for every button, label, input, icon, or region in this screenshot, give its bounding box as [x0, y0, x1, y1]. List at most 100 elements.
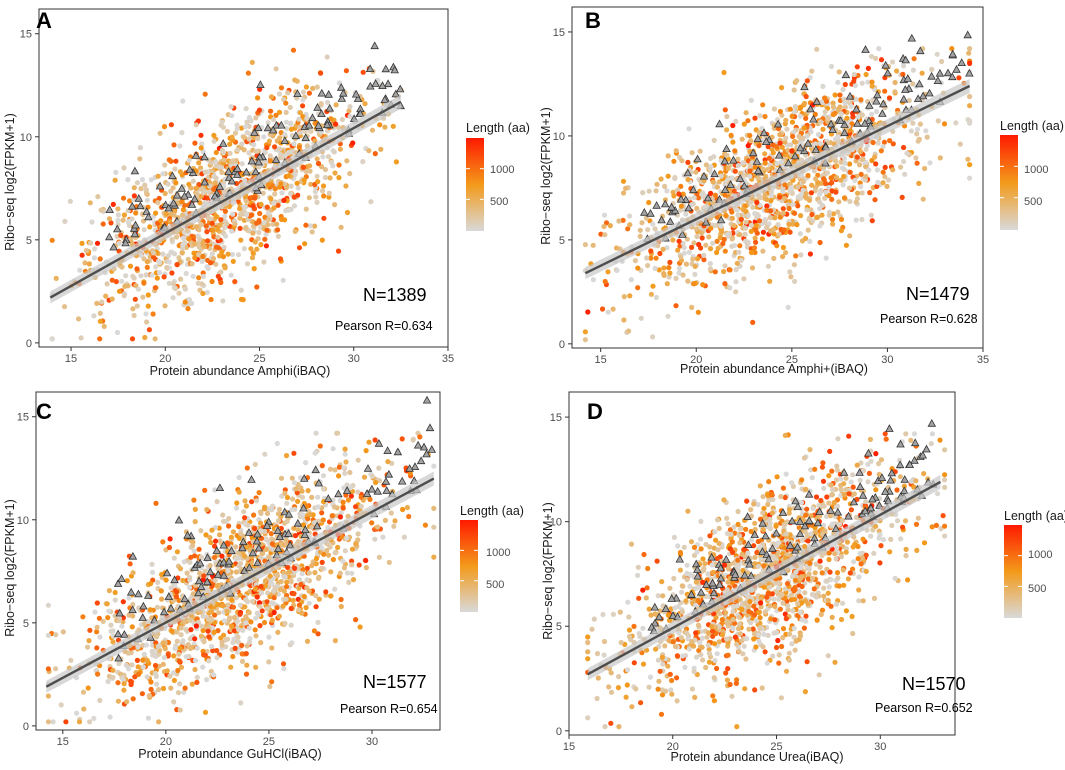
scatter-point [788, 274, 793, 279]
scatter-point [171, 699, 176, 704]
scatter-point [288, 121, 293, 126]
scatter-point [798, 213, 803, 218]
scatter-point [192, 636, 197, 641]
scatter-point [253, 633, 258, 638]
scatter-point [130, 336, 135, 341]
scatter-point [719, 229, 724, 234]
scatter-point [266, 211, 271, 216]
scatter-point [784, 669, 789, 674]
scatter-point [378, 147, 383, 152]
scatter-point [224, 609, 229, 614]
scatter-point [164, 265, 169, 270]
scatter-point [63, 719, 68, 724]
scatter-point [115, 680, 120, 685]
scatter-point [829, 197, 834, 202]
scatter-point [782, 196, 787, 201]
scatter-point [423, 523, 428, 528]
y-tick-label: 10 [17, 515, 29, 527]
scatter-point [183, 287, 188, 292]
scatter-point [672, 176, 677, 181]
scatter-point [136, 287, 141, 292]
scatter-point [605, 269, 610, 274]
scatter-point [859, 217, 864, 222]
scatter-point [794, 78, 799, 83]
scatter-point [264, 243, 269, 248]
scatter-point [201, 573, 206, 578]
scatter-point [270, 541, 275, 546]
scatter-point [151, 250, 156, 255]
scatter-point [318, 443, 323, 448]
scatter-point [693, 264, 698, 269]
scatter-point [320, 463, 325, 468]
scatter-point [750, 265, 755, 270]
scatter-point [276, 234, 281, 239]
scatter-point [792, 262, 797, 267]
scatter-point [253, 665, 258, 670]
scatter-point [400, 436, 405, 441]
scatter-point [313, 194, 318, 199]
scatter-point [202, 244, 207, 249]
scatter-point [171, 185, 176, 190]
scatter-point [281, 198, 286, 203]
scatter-point [869, 54, 874, 59]
scatter-point [336, 249, 341, 254]
scatter-point [863, 174, 868, 179]
scatter-point [900, 72, 905, 77]
scatter-point [256, 612, 261, 617]
scatter-point [239, 288, 244, 293]
scatter-point [239, 643, 244, 648]
scatter-point [692, 195, 697, 200]
scatter-point [291, 141, 296, 146]
scatter-point [217, 532, 222, 537]
scatter-point [198, 133, 203, 138]
scatter-point [110, 675, 115, 680]
scatter-point [621, 190, 626, 195]
scatter-point [358, 624, 363, 629]
scatter-point [708, 261, 713, 266]
scatter-point [653, 266, 658, 271]
scatter-point [326, 154, 331, 159]
scatter-point [261, 259, 266, 264]
scatter-point [700, 235, 705, 240]
scatter-point [296, 607, 301, 612]
scatter-point [135, 644, 140, 649]
scatter-point [162, 274, 167, 279]
scatter-point [722, 192, 727, 197]
scatter-point [169, 270, 174, 275]
scatter-point [798, 231, 803, 236]
scatter-point [183, 627, 188, 632]
scatter-point [147, 693, 152, 698]
scatter-point [830, 217, 835, 222]
scatter-point [847, 233, 852, 238]
scatter-point [391, 524, 396, 529]
scatter-point [231, 259, 236, 264]
scatter-point [334, 431, 339, 436]
scatter-point [233, 646, 238, 651]
scatter-point [286, 208, 291, 213]
scatter-point [269, 94, 274, 99]
scatter-point [768, 208, 773, 213]
scatter-point [789, 185, 794, 190]
scatter-point [768, 228, 773, 233]
scatter-point [187, 617, 192, 622]
scatter-point [191, 251, 196, 256]
scatter-point [95, 672, 100, 677]
scatter-point [692, 272, 697, 277]
scatter-point [727, 285, 732, 290]
scatter-point [167, 259, 172, 264]
scatter-point [788, 230, 793, 235]
scatter-point [671, 159, 676, 164]
scatter-point [654, 188, 659, 193]
scatter-point [196, 275, 201, 280]
scatter-point [813, 176, 818, 181]
scatter-point [117, 618, 122, 623]
scatter-point [321, 183, 326, 188]
scatter-point [272, 595, 277, 600]
scatter-point [219, 170, 224, 175]
scatter-point [255, 594, 260, 599]
scatter-point [105, 615, 110, 620]
scatter-point [708, 246, 713, 251]
scatter-point [206, 588, 211, 593]
